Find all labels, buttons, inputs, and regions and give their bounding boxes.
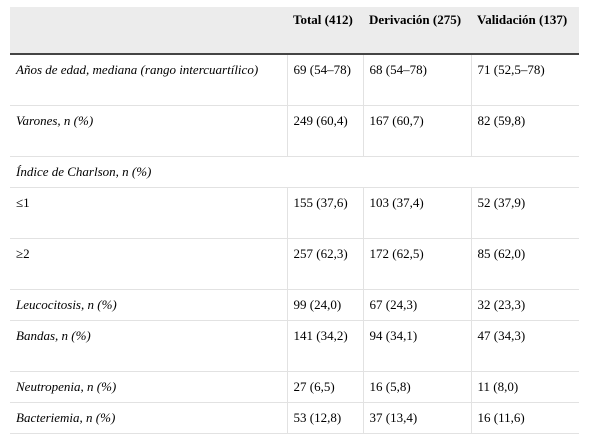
table-row: Neutropenia, n (%) 27 (6,5) 16 (5,8) 11 …	[10, 371, 579, 403]
row-label: ≥2	[10, 238, 287, 290]
cell-derivacion: 37 (13,4)	[362, 402, 471, 434]
cell-total: 53 (12,8)	[286, 402, 363, 434]
cell-total: 99 (24,0)	[286, 289, 363, 321]
row-label: Leucocitosis, n (%)	[10, 289, 287, 321]
header-empty	[10, 7, 287, 55]
cell-total: 69 (54–78)	[286, 54, 363, 106]
cell-derivacion: 94 (34,1)	[362, 320, 471, 372]
cell-derivacion: 68 (54–78)	[362, 54, 471, 106]
table-row: Leucocitosis, n (%) 99 (24,0) 67 (24,3) …	[10, 289, 579, 321]
table-header-row: Total (412) Derivación (275) Validación …	[10, 7, 579, 55]
row-label: ≤1	[10, 187, 287, 239]
table-section-row: Índice de Charlson, n (%)	[10, 156, 579, 188]
cell-validacion: 71 (52,5–78)	[470, 54, 579, 106]
cell-validacion: 11 (8,0)	[470, 371, 579, 403]
cell-validacion: 32 (23,3)	[470, 289, 579, 321]
row-label: Varones, n (%)	[10, 105, 287, 157]
table-row: Bacteriemia, n (%) 53 (12,8) 37 (13,4) 1…	[10, 402, 579, 434]
table-row: Años de edad, mediana (rango intercuartí…	[10, 54, 579, 106]
cell-total: 249 (60,4)	[286, 105, 363, 157]
cell-validacion: 47 (34,3)	[470, 320, 579, 372]
header-validacion: Validación (137)	[471, 7, 579, 55]
table-row: Bandas, n (%) 141 (34,2) 94 (34,1) 47 (3…	[10, 320, 579, 372]
cell-derivacion: 172 (62,5)	[362, 238, 471, 290]
row-label: Bacteriemia, n (%)	[10, 402, 287, 434]
cell-total: 141 (34,2)	[286, 320, 363, 372]
table-row: ≤1 155 (37,6) 103 (37,4) 52 (37,9)	[10, 187, 579, 239]
cell-total: 257 (62,3)	[286, 238, 363, 290]
table-row: ≥2 257 (62,3) 172 (62,5) 85 (62,0)	[10, 238, 579, 290]
header-derivacion: Derivación (275)	[363, 7, 471, 55]
table-row: Varones, n (%) 249 (60,4) 167 (60,7) 82 …	[10, 105, 579, 157]
cell-validacion: 82 (59,8)	[470, 105, 579, 157]
cell-derivacion: 67 (24,3)	[362, 289, 471, 321]
characteristics-table: Total (412) Derivación (275) Validación …	[10, 7, 579, 434]
cell-validacion: 16 (11,6)	[470, 402, 579, 434]
cell-validacion: 85 (62,0)	[470, 238, 579, 290]
cell-derivacion: 167 (60,7)	[362, 105, 471, 157]
cell-derivacion: 16 (5,8)	[362, 371, 471, 403]
row-label: Neutropenia, n (%)	[10, 371, 287, 403]
cell-total: 27 (6,5)	[286, 371, 363, 403]
row-label: Bandas, n (%)	[10, 320, 287, 372]
cell-validacion: 52 (37,9)	[470, 187, 579, 239]
cell-total: 155 (37,6)	[286, 187, 363, 239]
row-label: Años de edad, mediana (rango intercuartí…	[10, 54, 287, 106]
section-label: Índice de Charlson, n (%)	[10, 156, 579, 188]
cell-derivacion: 103 (37,4)	[362, 187, 471, 239]
header-total: Total (412)	[287, 7, 363, 55]
